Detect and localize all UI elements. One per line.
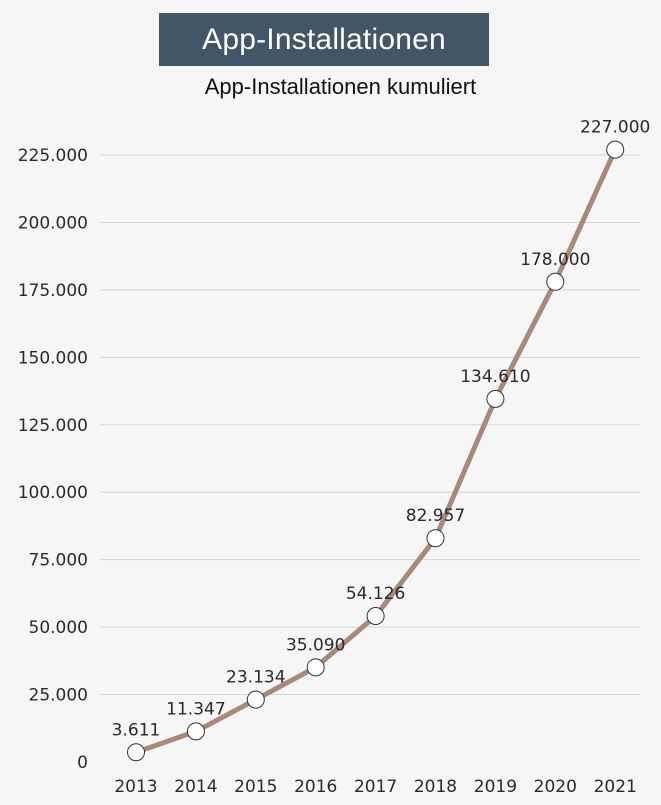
y-tick-label: 75.000: [29, 551, 88, 571]
y-tick-label: 200.000: [18, 213, 88, 233]
x-tick-label: 2013: [114, 777, 157, 797]
data-label: 227.000: [580, 118, 650, 138]
chart-subtitle: App-Installationen kumuliert: [204, 74, 477, 99]
y-tick-label: 150.000: [18, 348, 88, 368]
x-tick-label: 2019: [474, 777, 517, 797]
x-tick-label: 2015: [234, 777, 277, 797]
x-tick-label: 2017: [354, 777, 397, 797]
data-label: 54.126: [346, 584, 405, 604]
data-point: [546, 272, 565, 291]
y-tick-label: 0: [77, 753, 88, 773]
y-tick-label: 100.000: [18, 483, 88, 503]
data-label: 82.957: [406, 506, 465, 526]
data-point: [486, 389, 505, 408]
y-tick-label: 25.000: [29, 686, 88, 706]
data-label: 35.090: [286, 635, 345, 655]
data-label: 134.610: [460, 367, 530, 387]
data-point: [606, 140, 625, 159]
data-point: [426, 529, 445, 548]
data-point: [186, 722, 205, 741]
x-tick-label: 2018: [414, 777, 457, 797]
chart-title: App-Installationen: [159, 13, 489, 66]
x-tick-label: 2020: [534, 777, 577, 797]
y-tick-label: 50.000: [29, 618, 88, 638]
series-line: [133, 147, 618, 755]
y-tick-label: 175.000: [18, 281, 88, 301]
y-tick-label: 125.000: [18, 416, 88, 436]
data-point: [127, 743, 145, 762]
data-label: 178.000: [520, 250, 590, 270]
data-label: 23.134: [226, 668, 285, 688]
data-point: [246, 690, 265, 709]
data-point: [366, 606, 385, 625]
data-point: [306, 658, 325, 677]
x-tick-label: 2021: [594, 777, 637, 797]
y-tick-label: 225.000: [18, 146, 88, 166]
x-tick-label: 2016: [294, 777, 337, 797]
data-label: 3.611: [112, 720, 161, 740]
data-label: 11.347: [166, 699, 225, 719]
x-tick-label: 2014: [174, 777, 217, 797]
